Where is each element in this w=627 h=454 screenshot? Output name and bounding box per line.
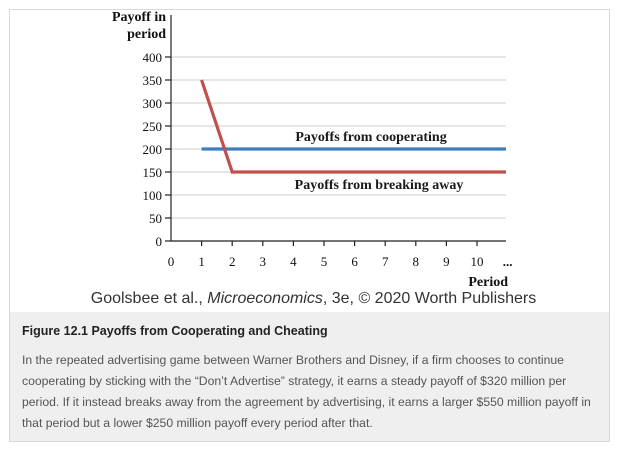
series-lines — [200, 79, 506, 174]
x-tick-label: 4 — [290, 254, 297, 269]
y-axis-label-line2: period — [127, 27, 166, 42]
breaking-away-label: Payoffs from breaking away — [295, 178, 464, 193]
x-tick-label: 1 — [198, 254, 205, 269]
x-axis-ticks: 0 1 2 3 4 5 6 7 8 9 10... — [168, 241, 513, 269]
x-tick-label: 2 — [229, 254, 236, 269]
caption-text: In the repeated advertising game between… — [22, 353, 591, 430]
figure-credit: Goolsbee et al., Microeconomics, 3e, © 2… — [0, 290, 627, 308]
credit-rest: , 3e, © 2020 Worth Publishers — [322, 290, 537, 307]
figure-caption: Figure 12.1 Payoffs from Cooperating and… — [10, 312, 609, 441]
y-tick-label: 100 — [143, 188, 163, 203]
cooperating-label: Payoffs from cooperating — [295, 130, 446, 145]
x-axis-label: Period — [468, 275, 508, 290]
y-tick-label: 0 — [156, 234, 163, 249]
y-axis-ticks: 0 50 100 150 200 250 300 350 400 — [143, 50, 171, 249]
x-tick-label: 10 — [471, 254, 484, 269]
x-tick-label: 8 — [413, 254, 420, 269]
caption-title: Figure 12.1 Payoffs from Cooperating and… — [22, 324, 328, 338]
y-tick-label: 350 — [143, 73, 163, 88]
x-tick-label: 5 — [321, 254, 328, 269]
axes — [170, 15, 506, 242]
y-tick-label: 300 — [143, 96, 163, 111]
x-tick-label: 7 — [382, 254, 389, 269]
y-tick-label: 50 — [149, 211, 162, 226]
x-tick-label: ... — [503, 254, 513, 269]
y-axis-label-line1: Payoff in — [112, 10, 166, 25]
series-labels: Payoffs from cooperating Payoffs from bre… — [295, 130, 464, 193]
breaking-away-line — [200, 79, 506, 174]
credit-authors: Goolsbee et al., — [90, 290, 208, 307]
y-tick-label: 150 — [143, 165, 163, 180]
y-tick-label: 250 — [143, 119, 163, 134]
credit-book-title: Microeconomics — [207, 290, 323, 307]
y-tick-label: 400 — [143, 50, 163, 65]
grid-lines — [171, 56, 506, 219]
y-tick-label: 200 — [143, 142, 163, 157]
x-tick-label: 6 — [351, 254, 358, 269]
payoff-chart: 0 50 100 150 200 250 300 350 400 0 1 2 3 4 5 6 7 8 9 10...… — [112, 10, 513, 290]
x-tick-label: 9 — [443, 254, 450, 269]
x-tick-label: 0 — [168, 254, 175, 269]
x-tick-label: 3 — [260, 254, 267, 269]
